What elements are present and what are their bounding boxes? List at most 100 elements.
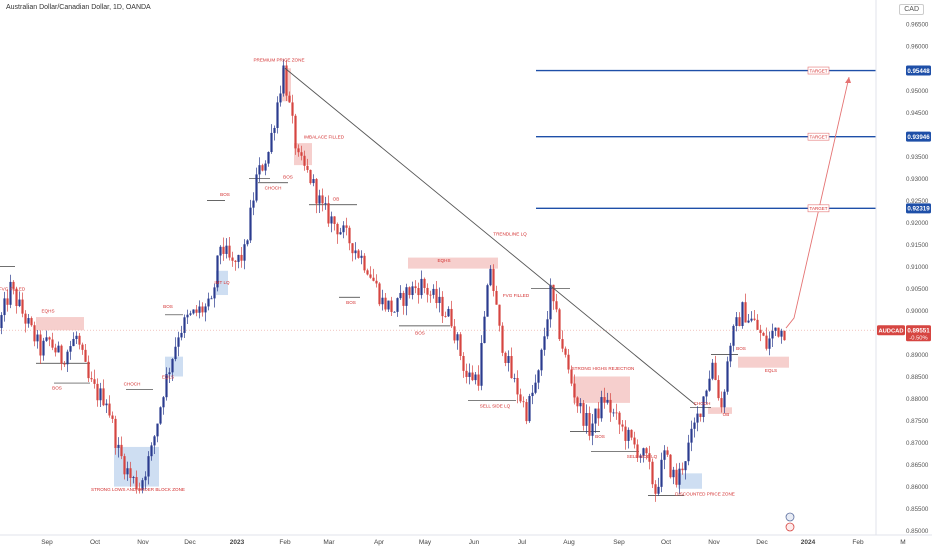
zone-box	[738, 356, 789, 368]
candle	[36, 329, 39, 349]
candle	[24, 310, 27, 333]
candle-body	[6, 298, 9, 305]
candle-body	[567, 354, 570, 370]
candle-body	[36, 334, 39, 342]
candle-body	[483, 316, 486, 344]
candle-body	[192, 309, 195, 314]
time-axis[interactable]: Sep Oct Nov Dec 2023 Feb Mar Apr May Jun Jul Aug Sep…	[0, 534, 932, 546]
candle	[87, 355, 90, 382]
candle	[306, 158, 309, 173]
candle	[708, 370, 711, 392]
candle	[771, 323, 774, 348]
candle	[27, 313, 30, 328]
candle-body	[237, 254, 240, 262]
candle	[180, 325, 183, 341]
candle	[204, 303, 207, 322]
candle-body	[171, 359, 174, 373]
candle	[681, 462, 684, 475]
candle-body	[645, 448, 648, 454]
candle-body	[255, 174, 258, 201]
candle-body	[210, 298, 213, 300]
candle-body	[177, 337, 180, 347]
candle	[210, 295, 213, 300]
candle-body	[477, 374, 480, 386]
candle	[723, 389, 726, 414]
candle	[480, 335, 483, 391]
current-price-label: 0.89551	[907, 328, 930, 335]
time-tick-label: Nov	[708, 539, 720, 546]
candle-body	[201, 306, 204, 313]
candle	[135, 470, 138, 494]
symbol-label: AUDCAD	[878, 329, 903, 335]
candle	[435, 280, 438, 309]
event-alert-icon[interactable]	[785, 522, 795, 532]
candle-body	[186, 314, 189, 318]
candle	[126, 461, 129, 481]
candle-body	[183, 317, 186, 333]
candle	[744, 293, 747, 323]
candle-body	[408, 287, 411, 296]
candle-body	[729, 345, 732, 362]
candle-body	[531, 392, 534, 397]
currency-button[interactable]: CAD	[899, 4, 924, 15]
candle	[717, 375, 720, 401]
price-tick-label: 0.86500	[906, 462, 929, 469]
candle	[174, 337, 177, 362]
candle	[150, 442, 153, 461]
candle	[696, 406, 699, 432]
candle	[516, 370, 519, 404]
candle	[324, 196, 327, 210]
candle	[420, 270, 423, 299]
candle-body	[747, 320, 750, 323]
candle-body	[465, 370, 468, 377]
candle	[621, 420, 624, 432]
price-level-label: 0.92319	[907, 206, 930, 213]
candle	[138, 482, 141, 494]
candle-body	[78, 335, 81, 345]
candle-body	[3, 298, 6, 316]
event-flag-icon[interactable]	[785, 512, 795, 522]
candle	[336, 222, 339, 244]
price-axis[interactable]: 0.965000.960000.955000.950000.945000.940…	[875, 0, 931, 535]
candle-body	[0, 315, 3, 329]
candle-body	[678, 468, 681, 485]
candle	[672, 466, 675, 485]
candle-body	[174, 346, 177, 360]
candle	[558, 307, 561, 341]
event-icons[interactable]	[785, 512, 795, 532]
candle-body	[732, 325, 735, 346]
candle	[159, 406, 162, 425]
candle-body	[219, 246, 222, 256]
candle	[597, 402, 600, 426]
candle	[363, 253, 366, 273]
candle-body	[198, 306, 201, 313]
candle-body	[75, 335, 78, 340]
projection-arrowhead	[845, 77, 851, 84]
candle-body	[228, 245, 231, 258]
price-level-tag	[906, 131, 931, 142]
candle-body	[246, 240, 249, 245]
candle	[39, 330, 42, 364]
candle	[93, 369, 96, 389]
time-tick-label: Dec	[184, 539, 196, 546]
candle-body	[249, 207, 252, 241]
candle-body	[582, 403, 585, 426]
candle-body	[594, 408, 597, 424]
candle	[687, 434, 690, 466]
annotation-label: STRONG HIGHS REJECTION	[572, 366, 635, 371]
candle-body	[453, 326, 456, 341]
candle-body	[609, 399, 612, 413]
candle	[117, 437, 120, 458]
candle-body	[216, 255, 219, 288]
candle-body	[579, 403, 582, 407]
candle	[627, 427, 630, 449]
candle-body	[378, 283, 381, 305]
candle-body	[585, 412, 588, 426]
candle-body	[243, 244, 246, 261]
candle	[219, 245, 222, 265]
candle-body	[21, 299, 24, 314]
candle-body	[597, 408, 600, 419]
candle-body	[366, 270, 369, 275]
price-tick-label: 0.85500	[906, 506, 929, 513]
